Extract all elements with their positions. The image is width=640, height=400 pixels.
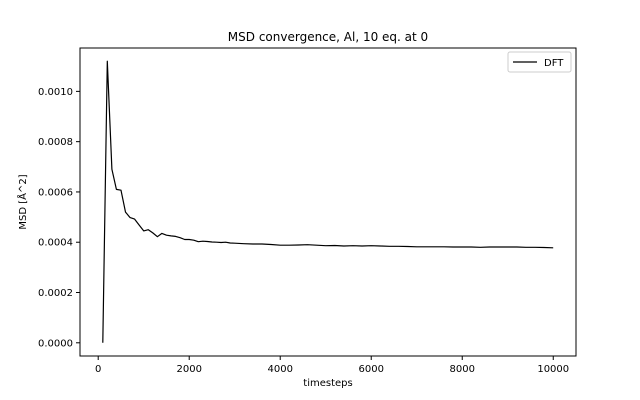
x-axis-label: timesteps <box>303 378 352 389</box>
y-tick-label: 0.0008 <box>38 137 73 148</box>
plot-area <box>80 48 576 356</box>
x-tick-label: 0 <box>95 364 101 375</box>
legend: DFT <box>507 51 572 73</box>
x-tick-label: 2000 <box>176 364 201 375</box>
y-tick-label: 0.0004 <box>38 238 73 249</box>
y-tick-label: 0.0002 <box>38 288 73 299</box>
y-tick-label: 0.0010 <box>38 87 73 98</box>
x-tick-label: 8000 <box>450 364 475 375</box>
y-tick-label: 0.0000 <box>38 338 73 349</box>
series-line-dft <box>102 60 554 343</box>
y-axis-ticks: 0.0000 0.0002 0.0004 0.0006 0.0008 0.0010 <box>38 87 80 349</box>
x-tick-label: 6000 <box>359 364 384 375</box>
y-axis-label: MSD [Å^2] <box>16 174 29 229</box>
x-tick-label: 4000 <box>267 364 292 375</box>
x-axis-ticks: 0 2000 4000 6000 8000 10000 <box>95 356 569 375</box>
chart-title: MSD convergence, Al, 10 eq. at 0 <box>228 30 428 44</box>
x-tick-label: 10000 <box>537 364 569 375</box>
y-tick-label: 0.0006 <box>38 187 73 198</box>
plot-frame <box>79 47 577 357</box>
legend-box <box>507 51 572 73</box>
legend-label-dft: DFT <box>544 58 564 69</box>
